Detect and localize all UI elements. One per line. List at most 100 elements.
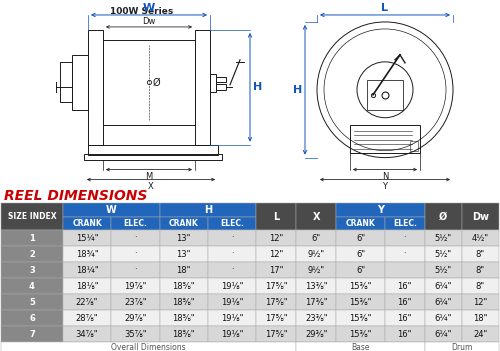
- Bar: [1, 326, 63, 342]
- Bar: [462, 203, 499, 230]
- Text: CRANK: CRANK: [169, 219, 198, 228]
- Text: H: H: [204, 205, 212, 215]
- Bar: [1, 262, 63, 278]
- Bar: [296, 246, 337, 262]
- Text: 28⅞": 28⅞": [76, 313, 98, 323]
- Text: Y: Y: [382, 181, 388, 191]
- Text: 6": 6": [312, 233, 321, 243]
- Bar: [63, 326, 111, 342]
- Text: 5½": 5½": [434, 233, 452, 243]
- Text: 34⅞": 34⅞": [76, 330, 98, 338]
- Bar: [63, 278, 111, 294]
- Text: ·: ·: [134, 250, 136, 259]
- Text: 6¼": 6¼": [434, 330, 452, 338]
- Bar: [1, 203, 63, 230]
- Bar: [256, 203, 296, 230]
- Bar: [384, 246, 424, 262]
- Text: 8": 8": [476, 265, 485, 274]
- Bar: [424, 294, 462, 310]
- Text: 18": 18": [176, 265, 191, 274]
- Text: 15¼": 15¼": [76, 233, 98, 243]
- Text: 15⅜": 15⅜": [350, 330, 372, 338]
- Text: 18⅛": 18⅛": [76, 282, 98, 291]
- Text: 6¼": 6¼": [434, 282, 452, 291]
- Text: 12": 12": [269, 250, 283, 259]
- Text: 15⅜": 15⅜": [350, 298, 372, 306]
- Text: Drum: Drum: [451, 343, 472, 351]
- Text: 17": 17": [269, 265, 283, 274]
- Bar: [256, 230, 296, 246]
- Bar: [160, 262, 208, 278]
- Text: 29⅞": 29⅞": [124, 313, 146, 323]
- Bar: [1, 310, 63, 326]
- Text: 19⅛": 19⅛": [221, 313, 243, 323]
- Bar: [63, 230, 111, 246]
- Bar: [336, 230, 384, 246]
- Bar: [462, 310, 499, 326]
- Bar: [256, 326, 296, 342]
- Bar: [384, 262, 424, 278]
- Text: 1: 1: [29, 233, 35, 243]
- Bar: [462, 278, 499, 294]
- Bar: [336, 278, 384, 294]
- Bar: [384, 278, 424, 294]
- Text: 18": 18": [473, 313, 488, 323]
- Bar: [208, 246, 256, 262]
- Bar: [296, 326, 337, 342]
- Text: 6": 6": [356, 250, 365, 259]
- Bar: [216, 77, 226, 82]
- Text: 18⅝": 18⅝": [172, 298, 195, 306]
- Text: 23⅞": 23⅞": [124, 298, 146, 306]
- Bar: [208, 310, 256, 326]
- Text: W: W: [106, 205, 117, 215]
- Bar: [336, 326, 384, 342]
- Text: 6¼": 6¼": [434, 313, 452, 323]
- Bar: [350, 125, 420, 153]
- Text: ·: ·: [230, 233, 234, 243]
- Text: Y: Y: [377, 205, 384, 215]
- Bar: [384, 326, 424, 342]
- Text: 17⅝": 17⅝": [265, 313, 287, 323]
- Bar: [256, 262, 296, 278]
- Text: 6¼": 6¼": [434, 298, 452, 306]
- Bar: [296, 203, 337, 230]
- Bar: [63, 294, 111, 310]
- Bar: [336, 262, 384, 278]
- Bar: [88, 145, 218, 155]
- Bar: [111, 326, 160, 342]
- Text: 6": 6": [356, 265, 365, 274]
- Bar: [208, 262, 256, 278]
- Bar: [160, 230, 208, 246]
- Bar: [111, 230, 160, 246]
- Bar: [160, 326, 208, 342]
- Text: 4: 4: [29, 282, 35, 291]
- Bar: [462, 294, 499, 310]
- Bar: [462, 262, 499, 278]
- Text: ·: ·: [404, 233, 406, 243]
- Bar: [111, 310, 160, 326]
- Text: 12": 12": [269, 233, 283, 243]
- Bar: [384, 217, 424, 230]
- Text: REEL DIMENSIONS: REEL DIMENSIONS: [4, 189, 148, 203]
- Bar: [424, 310, 462, 326]
- Text: 17⅜": 17⅜": [305, 298, 328, 306]
- Text: 22⅞": 22⅞": [76, 298, 98, 306]
- Bar: [1, 294, 63, 310]
- Text: 100W Series: 100W Series: [110, 7, 174, 16]
- Bar: [63, 310, 111, 326]
- Text: 5½": 5½": [434, 250, 452, 259]
- Bar: [256, 278, 296, 294]
- Text: H: H: [293, 85, 302, 95]
- Text: 19⅞": 19⅞": [124, 282, 146, 291]
- Text: 16": 16": [398, 330, 412, 338]
- Text: CRANK: CRANK: [72, 219, 102, 228]
- Bar: [111, 294, 160, 310]
- Text: X: X: [148, 181, 154, 191]
- Text: 4½": 4½": [472, 233, 489, 243]
- Bar: [111, 246, 160, 262]
- Text: Ø: Ø: [153, 77, 160, 87]
- Text: 16": 16": [398, 282, 412, 291]
- Bar: [462, 326, 499, 342]
- Bar: [1, 278, 63, 294]
- Text: ELEC.: ELEC.: [393, 219, 416, 228]
